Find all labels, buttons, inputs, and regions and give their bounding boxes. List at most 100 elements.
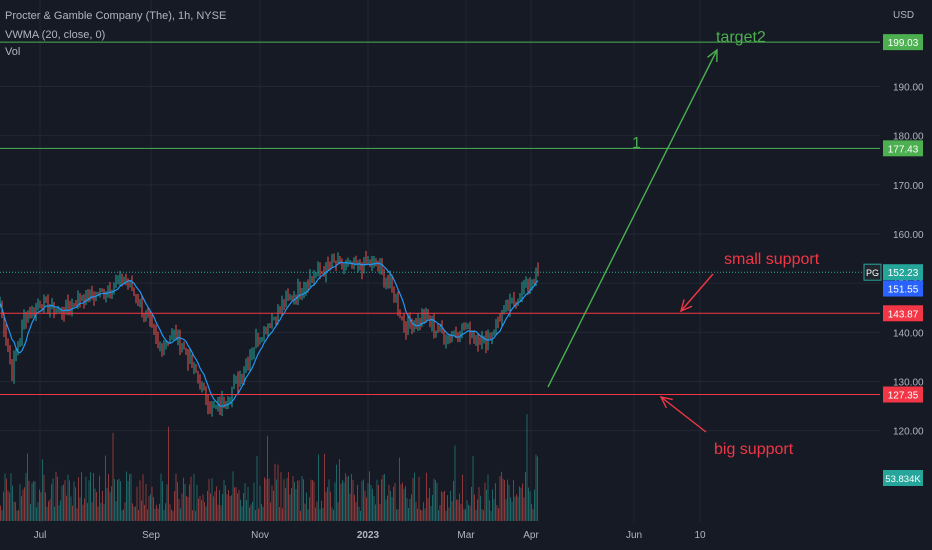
- currency-label: USD: [893, 10, 914, 21]
- volume-bar: [172, 510, 174, 521]
- volume-bar: [441, 491, 442, 521]
- volume-bar: [430, 506, 432, 521]
- annotation-target2: target2: [716, 29, 766, 46]
- volume-bar: [360, 510, 361, 521]
- volume-bar: [270, 502, 271, 521]
- grid-lines: [0, 0, 880, 522]
- horizontal-levels[interactable]: [0, 41, 880, 396]
- volume-bar: [183, 477, 184, 521]
- trend-drawings[interactable]: [547, 48, 718, 433]
- volume-bar: [486, 489, 487, 521]
- volume-tag: [883, 470, 923, 486]
- volume-bar: [264, 477, 265, 521]
- volume-bar: [423, 502, 424, 521]
- indicator-vwma-legend[interactable]: VWMA (20, close, 0): [5, 29, 106, 41]
- volume-bar: [258, 508, 259, 521]
- volume-bar: [321, 500, 322, 521]
- volume-bar: [132, 503, 133, 521]
- level-tag-text: 177.43: [888, 144, 919, 155]
- volume-bar: [144, 504, 145, 521]
- volume-bar: [78, 477, 79, 521]
- volume-bar: [378, 485, 379, 521]
- volume-bar: [195, 510, 196, 521]
- volume-bar: [117, 479, 118, 521]
- volume-bar: [280, 472, 282, 521]
- annotation-1: 1: [632, 135, 641, 152]
- volume-bar: [517, 496, 519, 521]
- volume-bar: [303, 479, 304, 521]
- volume-bar: [33, 481, 34, 521]
- volume-bar: [204, 501, 205, 521]
- volume-bar: [193, 473, 195, 521]
- volume-bar: [190, 476, 192, 521]
- volume-bar: [34, 481, 36, 521]
- volume-bar: [133, 506, 135, 521]
- volume-bar: [229, 495, 231, 521]
- volume-bar: [40, 492, 42, 521]
- volume-bar: [520, 487, 522, 521]
- volume-bar: [88, 480, 90, 521]
- indicator-volume-legend[interactable]: Vol: [5, 46, 21, 58]
- volume-bar: [366, 497, 367, 521]
- volume-bar: [421, 510, 423, 521]
- level-tag-text: 143.87: [888, 309, 919, 320]
- volume-bar: [333, 509, 334, 521]
- volume-bar: [114, 479, 115, 521]
- volume-bar: [216, 486, 217, 521]
- volume-bar: [73, 481, 75, 521]
- volume-bar: [28, 480, 30, 521]
- volume-bar: [48, 501, 49, 521]
- volume-bar: [297, 480, 298, 521]
- volume-bar: [237, 493, 238, 521]
- volume-bar: [187, 497, 189, 521]
- volume-bar: [22, 489, 24, 521]
- volume-bar: [355, 502, 357, 521]
- volume-bar: [64, 480, 66, 521]
- volume-bar: [124, 502, 126, 521]
- volume-bar: [492, 489, 493, 521]
- volume-bar: [447, 495, 448, 521]
- volume-bar: [387, 495, 388, 521]
- volume-bar: [31, 483, 33, 521]
- volume-bar: [121, 510, 123, 521]
- volume-bar: [10, 473, 12, 521]
- volume-bar: [214, 491, 216, 521]
- volume-bar: [529, 491, 531, 521]
- volume-bar: [63, 484, 64, 521]
- volume-bar: [102, 491, 103, 521]
- volume-bar: [49, 499, 51, 521]
- volume-bar: [427, 498, 429, 521]
- annotation-big-support: big support: [714, 441, 794, 458]
- volume-bar: [484, 482, 486, 521]
- volume-bar: [238, 489, 240, 521]
- time-axis[interactable]: Jul Sep Nov 2023 Mar Apr Jun 10: [34, 530, 706, 541]
- volume-bar: [349, 493, 351, 521]
- volume-bar: [30, 504, 31, 521]
- volume-bar: [403, 488, 405, 521]
- volume-bar: [279, 507, 280, 521]
- volume-bar: [436, 482, 438, 521]
- small-support-arrow: [680, 273, 714, 312]
- volume-bar: [508, 484, 510, 521]
- big-support-arrow-head: [659, 396, 673, 409]
- volume-bar: [213, 496, 214, 521]
- volume-bar: [340, 483, 342, 521]
- volume-bar: [495, 483, 496, 521]
- level-tag-text: 199.03: [888, 38, 919, 49]
- volume-bar: [91, 502, 93, 521]
- price-axis-label: 130.00: [893, 377, 924, 388]
- volume-bar: [364, 490, 366, 521]
- volume-bar: [493, 498, 495, 521]
- volume-bar: [79, 497, 81, 521]
- chart-title: Procter & Gamble Company (The), 1h, NYSE: [5, 10, 227, 22]
- volume-bar: [232, 471, 234, 521]
- volume-bar: [120, 481, 121, 521]
- volume-bar: [352, 479, 354, 521]
- volume-bar: [54, 506, 55, 521]
- volume-bar: [525, 472, 526, 521]
- volume-bar: [532, 509, 534, 521]
- volume-bar: [156, 504, 157, 521]
- price-candles: [0, 251, 539, 417]
- volume-bar: [337, 502, 339, 521]
